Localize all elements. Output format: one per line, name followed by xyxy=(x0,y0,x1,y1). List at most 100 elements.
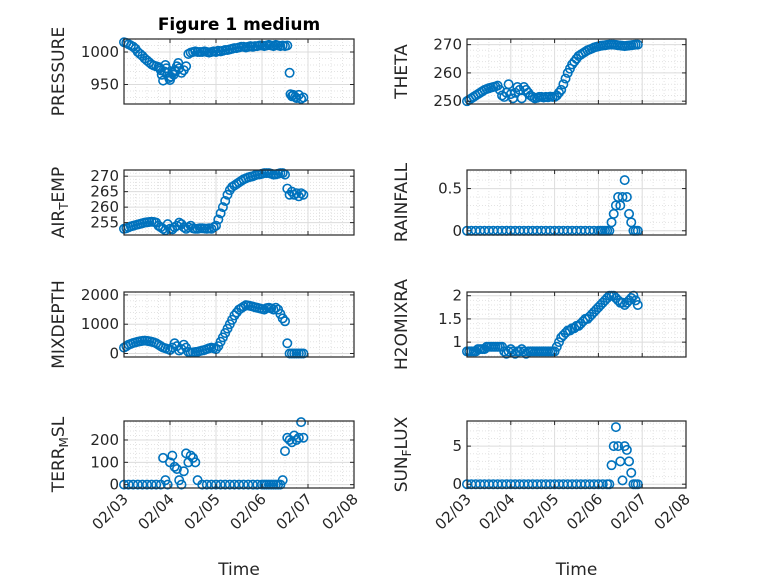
data-point xyxy=(551,341,562,352)
series-terr_msl xyxy=(119,417,309,490)
data-point xyxy=(632,39,643,50)
data-point xyxy=(617,297,628,308)
data-point xyxy=(497,341,508,352)
axes-box xyxy=(123,38,355,105)
data-point xyxy=(176,479,187,490)
y-axis-label: SUNFLUX xyxy=(392,416,414,492)
data-point xyxy=(289,189,300,200)
axes-box xyxy=(123,169,355,236)
data-point xyxy=(621,192,632,203)
axes-box xyxy=(123,420,355,489)
chart-title: Figure 1 medium xyxy=(158,15,320,35)
data-point xyxy=(630,295,641,306)
data-point xyxy=(259,304,270,315)
data-point xyxy=(222,189,233,200)
data-point xyxy=(516,93,527,104)
data-point xyxy=(208,222,219,233)
data-point xyxy=(158,75,169,86)
axes-box xyxy=(466,169,687,236)
axes-box xyxy=(466,291,687,358)
subplot-pressure: 950 1000 PRESSURE Figure 1 medium xyxy=(49,15,355,116)
y-tick-label: 1000 xyxy=(81,43,119,61)
data-point xyxy=(298,189,309,200)
subplot-h2omixra: 1 1.5 2 H2OMIXRA xyxy=(392,279,687,370)
data-point xyxy=(268,304,279,315)
data-point xyxy=(181,448,192,459)
y-axis-label: TERRMSL xyxy=(49,416,71,493)
series-pressure xyxy=(119,37,309,104)
data-point xyxy=(128,479,139,490)
data-point xyxy=(298,92,309,103)
data-point xyxy=(610,422,621,433)
y-axis-label: AIRTEMP xyxy=(49,167,71,238)
data-point xyxy=(169,338,180,349)
data-point xyxy=(288,89,299,100)
y-axis-label: H2OMIXRA xyxy=(392,279,412,370)
data-point xyxy=(213,214,224,225)
data-point xyxy=(279,316,290,327)
data-point xyxy=(178,222,189,233)
data-point xyxy=(215,208,226,219)
y-tick-label: 5 xyxy=(452,437,462,455)
data-point xyxy=(247,479,258,490)
data-point xyxy=(624,456,635,467)
y-tick-label: 950 xyxy=(90,76,119,94)
data-point xyxy=(277,168,288,179)
y-tick-label: 270 xyxy=(90,167,119,185)
axes-box xyxy=(466,38,687,105)
data-point xyxy=(619,175,630,186)
data-point xyxy=(503,79,514,90)
x-axis-label: Time xyxy=(555,560,598,580)
data-point xyxy=(167,450,178,461)
data-point xyxy=(201,479,212,490)
data-point xyxy=(181,61,192,72)
y-tick-label: 0.5 xyxy=(438,180,462,198)
y-tick-label: 1 xyxy=(452,333,462,351)
data-point xyxy=(169,461,180,472)
subplot-rainfall: 0 0.5 RAINFALL xyxy=(392,162,687,242)
data-point xyxy=(608,441,619,452)
data-point xyxy=(293,432,304,443)
y-tick-label: 1.5 xyxy=(438,310,462,328)
data-point xyxy=(298,432,309,443)
data-point xyxy=(512,82,523,93)
series-theta xyxy=(461,39,643,107)
grid-h2omixra xyxy=(466,292,687,357)
grid-sun_flux xyxy=(466,421,687,488)
data-point xyxy=(211,220,222,231)
data-point xyxy=(286,437,297,448)
data-point xyxy=(229,479,240,490)
y-tick-label: 255 xyxy=(90,214,119,232)
data-point xyxy=(238,479,249,490)
data-point xyxy=(553,337,564,348)
y-tick-label: 0 xyxy=(452,222,462,240)
data-point xyxy=(234,479,245,490)
y-axis-label: PRESSURE xyxy=(49,27,69,116)
data-point xyxy=(553,87,564,98)
y-tick-label: 0 xyxy=(109,344,119,362)
data-point xyxy=(190,457,201,468)
data-point xyxy=(606,460,617,471)
data-point xyxy=(197,479,208,490)
data-point xyxy=(621,444,632,455)
data-point xyxy=(183,222,194,233)
series-air_temp xyxy=(119,168,309,236)
data-point xyxy=(151,479,162,490)
y-axis-label: MIXDEPTH xyxy=(49,280,69,369)
data-point xyxy=(220,195,231,206)
y-tick-label: 1000 xyxy=(81,315,119,333)
y-tick-label: 200 xyxy=(90,431,119,449)
data-point xyxy=(277,313,288,324)
subplot-mixdepth: 0 1000 2000 MIXDEPTH xyxy=(49,280,355,369)
data-point xyxy=(185,450,196,461)
axes-box xyxy=(466,420,687,489)
y-tick-label: 260 xyxy=(433,64,462,82)
data-point xyxy=(178,339,189,350)
y-tick-label: 270 xyxy=(433,36,462,54)
data-point xyxy=(211,479,222,490)
y-tick-label: 0 xyxy=(452,475,462,493)
data-point xyxy=(291,434,302,445)
data-point xyxy=(243,479,254,490)
